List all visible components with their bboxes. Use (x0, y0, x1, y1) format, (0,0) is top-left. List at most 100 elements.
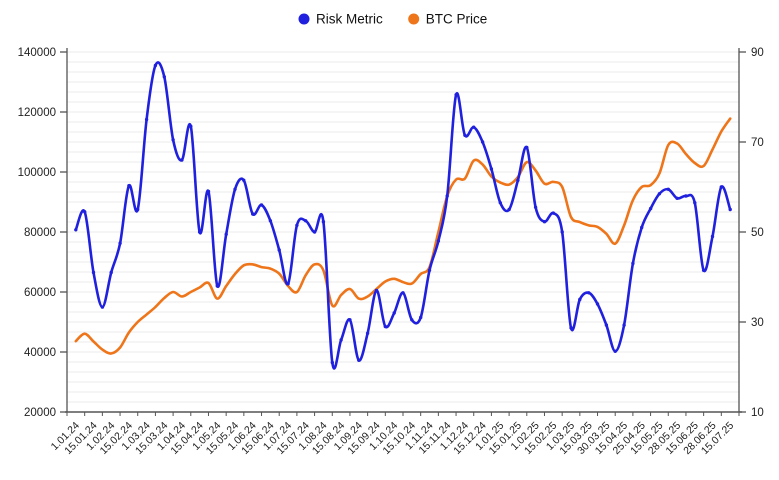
data-point-marker (401, 291, 405, 295)
y-axis-label-left: 20000 (24, 407, 56, 419)
data-point-marker (622, 323, 626, 327)
data-point-marker (693, 201, 697, 205)
data-point-marker (489, 167, 494, 171)
legend-item-btc-price[interactable]: BTC Price (408, 12, 487, 27)
data-point-marker (197, 230, 202, 234)
data-point-marker (330, 360, 334, 365)
data-point-marker (268, 219, 273, 223)
data-point-marker (321, 220, 326, 224)
data-point-marker (507, 207, 511, 212)
y-axis-label-left: 40000 (24, 347, 56, 359)
y-axis-label-left: 60000 (24, 287, 56, 299)
axes (60, 48, 746, 416)
data-point-marker (657, 192, 662, 196)
data-point-marker (613, 349, 617, 353)
data-point-marker (215, 284, 219, 288)
data-point-marker (719, 185, 723, 189)
data-point-marker (304, 219, 308, 223)
data-point-marker (206, 189, 211, 194)
data-point-marker (525, 145, 529, 150)
data-point-marker (427, 268, 432, 272)
risk-metric-markers (74, 63, 732, 365)
y-axis-label-right: 70 (751, 137, 764, 149)
legend-swatch (408, 13, 420, 25)
data-point-marker (569, 326, 573, 330)
data-point-marker (127, 184, 131, 188)
data-point-marker (259, 203, 264, 207)
legend-label: Risk Metric (316, 12, 383, 27)
y-axis-label-right: 10 (751, 407, 764, 419)
data-point-marker (91, 270, 96, 275)
data-point-marker (109, 270, 113, 275)
risk-metric-line (74, 61, 732, 370)
data-point-marker (533, 205, 538, 209)
data-point-marker (684, 194, 688, 198)
data-point-marker (171, 138, 175, 142)
data-point-marker (480, 140, 485, 144)
y-axis-label-right: 30 (751, 317, 764, 329)
data-point-marker (365, 331, 370, 335)
data-point-marker (392, 311, 396, 315)
btc-price-line (74, 117, 732, 355)
data-point-marker (595, 302, 600, 306)
data-point-marker (224, 232, 228, 236)
data-point-marker (286, 282, 290, 286)
data-point-marker (454, 93, 458, 97)
data-point-marker (666, 187, 670, 191)
data-point-marker (189, 124, 193, 128)
chart-legend: Risk Metric BTC Price (298, 12, 487, 27)
data-point-marker (640, 225, 644, 230)
data-point-marker (100, 305, 105, 309)
data-point-marker (472, 125, 476, 129)
data-point-marker (542, 220, 547, 224)
data-point-marker (242, 178, 246, 182)
data-point-marker (180, 158, 184, 162)
data-point-marker (162, 75, 166, 79)
data-point-marker (463, 133, 467, 137)
data-point-marker (701, 268, 706, 272)
data-point-marker (516, 178, 520, 182)
data-point-marker (374, 288, 379, 293)
data-point-marker (578, 297, 582, 302)
data-point-marker (419, 315, 423, 320)
data-point-marker (312, 230, 317, 234)
y-axis-label-left: 120000 (18, 107, 56, 119)
data-point-marker (118, 241, 122, 245)
y-axis-label-left: 140000 (18, 47, 56, 59)
y-axis-label-left: 100000 (18, 167, 56, 179)
data-point-marker (295, 223, 299, 227)
data-point-marker (144, 117, 149, 122)
data-point-marker (83, 210, 87, 214)
data-point-marker (560, 230, 564, 234)
data-point-marker (445, 194, 449, 198)
data-point-marker (728, 207, 732, 212)
data-point-marker (339, 338, 343, 342)
series-lines (74, 61, 732, 370)
data-point-marker (551, 211, 555, 215)
data-point-marker (357, 358, 361, 362)
y-axis-label-right: 50 (751, 227, 764, 239)
data-point-marker (233, 187, 237, 191)
legend-swatch (298, 13, 310, 25)
data-point-marker (604, 323, 609, 327)
data-point-marker (136, 207, 140, 212)
y-axis-label-right: 90 (751, 47, 764, 59)
data-point-marker (251, 212, 255, 216)
data-point-marker (631, 261, 635, 266)
data-point-marker (675, 196, 679, 200)
data-point-marker (587, 291, 591, 295)
data-point-marker (348, 318, 352, 322)
data-point-marker (383, 324, 387, 329)
data-point-marker (277, 248, 281, 252)
data-point-marker (74, 228, 78, 232)
legend-label: BTC Price (426, 12, 488, 27)
data-point-marker (648, 206, 653, 211)
data-point-marker (410, 318, 414, 322)
data-point-marker (153, 63, 158, 68)
data-point-marker (498, 201, 502, 205)
data-point-marker (710, 234, 715, 239)
y-axis-label-left: 80000 (24, 227, 56, 239)
legend-item-risk-metric[interactable]: Risk Metric (298, 12, 383, 27)
